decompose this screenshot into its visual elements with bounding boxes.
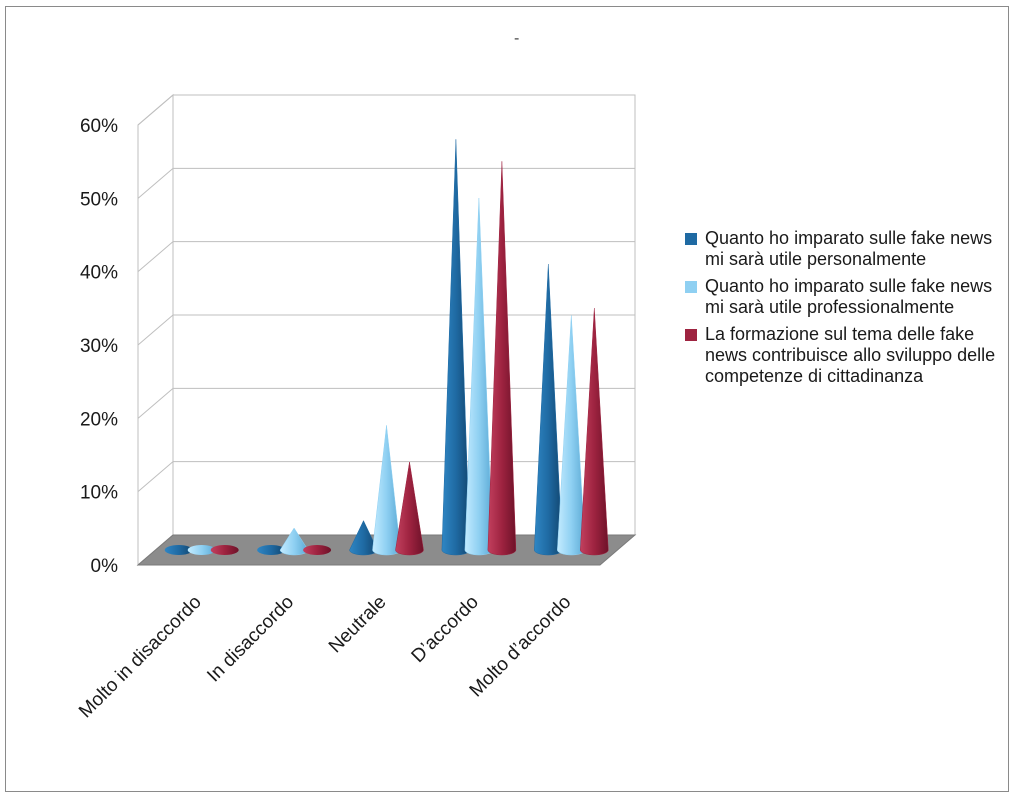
legend-swatch-series-3 bbox=[685, 329, 697, 341]
cone-bar bbox=[395, 461, 424, 556]
y-tick-label: 60% bbox=[80, 116, 118, 137]
gridline bbox=[137, 94, 635, 126]
gridline bbox=[137, 167, 635, 199]
legend-item-series-2: Quanto ho imparato sulle fake news mi sa… bbox=[685, 276, 1005, 318]
x-category-label: Molto in disaccordo bbox=[75, 592, 206, 723]
legend-item-series-3: La formazione sul tema delle fake news c… bbox=[685, 324, 1005, 387]
legend-label-series-3: La formazione sul tema delle fake news c… bbox=[705, 324, 996, 386]
cone-bar bbox=[580, 307, 609, 556]
x-category-label: Molto d’accordo bbox=[466, 592, 576, 702]
y-tick-label: 30% bbox=[80, 336, 118, 357]
y-tick-label: 0% bbox=[91, 556, 119, 577]
y-tick-label: 40% bbox=[80, 263, 118, 284]
y-tick-label: 20% bbox=[80, 409, 118, 430]
gridline bbox=[137, 241, 635, 273]
y-tick-label: 50% bbox=[80, 189, 118, 210]
x-category-label: D’accordo bbox=[408, 592, 483, 667]
chart-title: - bbox=[514, 30, 520, 47]
cone-base bbox=[257, 545, 286, 555]
legend-label-series-1: Quanto ho imparato sulle fake news mi sa… bbox=[705, 228, 993, 269]
x-category-label: In disaccordo bbox=[203, 592, 298, 687]
y-tick-label: 10% bbox=[80, 483, 118, 504]
cone-base bbox=[164, 545, 193, 555]
chart-legend: Quanto ho imparato sulle fake news mi sa… bbox=[685, 228, 1005, 393]
legend-label-series-2: Quanto ho imparato sulle fake news mi sa… bbox=[705, 276, 993, 317]
cone-base bbox=[303, 545, 332, 555]
x-category-label: Neutrale bbox=[325, 592, 391, 658]
legend-swatch-series-2 bbox=[685, 281, 697, 293]
legend-item-series-1: Quanto ho imparato sulle fake news mi sa… bbox=[685, 228, 1005, 270]
cone-bar bbox=[487, 161, 517, 556]
cone-base bbox=[210, 545, 239, 555]
cone-base bbox=[187, 545, 216, 555]
legend-swatch-series-1 bbox=[685, 233, 697, 245]
